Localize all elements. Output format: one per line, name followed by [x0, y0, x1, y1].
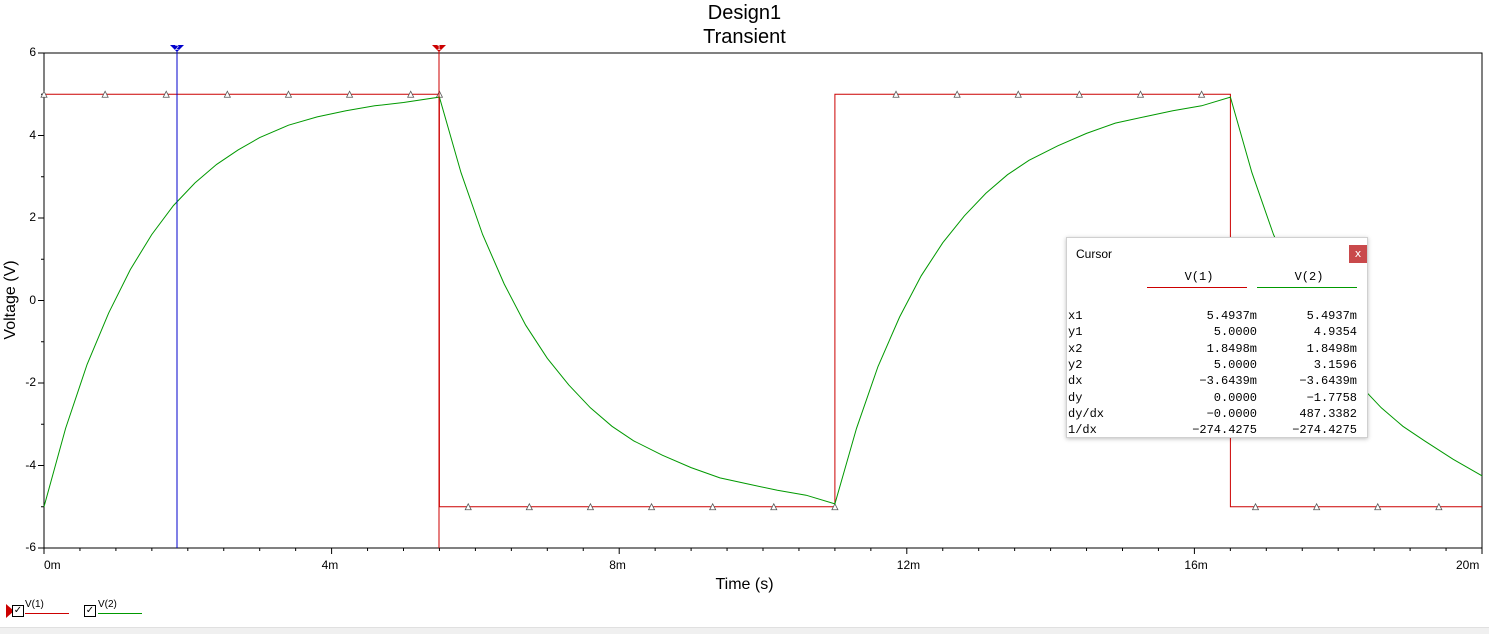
cursor-row: dy 0.0000 −1.7758 — [1067, 391, 1367, 407]
data-point-marker — [101, 90, 109, 98]
y-tick-label: 0 — [29, 292, 36, 307]
data-point-marker — [586, 502, 595, 511]
data-point-marker — [40, 90, 48, 98]
data-point-marker — [831, 502, 839, 511]
close-button[interactable]: x — [1349, 245, 1367, 263]
x-axis-label: Time (s) — [715, 576, 774, 593]
data-point-marker — [1374, 502, 1382, 511]
data-point-marker — [284, 90, 293, 98]
cursor-label: dy — [1068, 390, 1083, 405]
cursor-v2: −274.4275 — [1292, 423, 1357, 438]
x-tick-label: 0m — [44, 558, 61, 572]
x-tick-label: 4m — [321, 558, 339, 572]
cursor-label: dx — [1068, 374, 1083, 389]
legend-swatch-v2 — [98, 613, 142, 614]
data-point-marker — [892, 90, 900, 98]
series-line-v2 — [43, 96, 1483, 507]
data-point-marker — [407, 90, 415, 98]
data-point-marker — [1312, 502, 1321, 511]
data-point-marker — [223, 90, 231, 98]
cursor-row: 1/dx −274.4275 −274.4275 — [1067, 423, 1367, 439]
y-axis-label: Voltage (V) — [2, 260, 19, 340]
cursor-v2: −3.6439m — [1299, 374, 1357, 389]
y-tick-label: 2 — [29, 210, 36, 224]
selection-arrow-icon — [6, 604, 14, 618]
cursor-1-id: 1 — [437, 44, 441, 52]
y-tick-label: -2 — [25, 375, 36, 389]
cursor-v2: 3.1596 — [1313, 357, 1357, 372]
data-point-marker — [1075, 90, 1084, 98]
data-point-marker — [1014, 90, 1022, 98]
status-strip — [0, 627, 1489, 634]
cursor-row: dy/dx −0.0000 487.3382 — [1067, 407, 1367, 423]
column-header-v1: V(1) — [1184, 270, 1214, 284]
data-point-marker — [464, 502, 472, 511]
legend-checkbox-v2[interactable]: ✓ — [84, 605, 96, 617]
chart-subtitle: Transient — [703, 26, 786, 48]
data-point-marker — [525, 502, 533, 511]
cursor-v1: −274.4275 — [1192, 423, 1257, 438]
legend-label-v1: V(1) — [25, 599, 44, 610]
y-tick-label: -4 — [25, 457, 36, 472]
x-tick-label: 12m — [896, 558, 921, 572]
y-tick-label: 4 — [29, 127, 36, 142]
data-point-marker — [647, 502, 656, 511]
cursor-v2: −1.7758 — [1306, 390, 1357, 405]
cursor-row: dx −3.6439m −3.6439m — [1067, 374, 1367, 390]
cursor-v2: 4.9354 — [1313, 325, 1357, 340]
data-point-marker — [1435, 502, 1443, 511]
data-point-marker — [1251, 502, 1260, 511]
cursor-row: x2 1.8498m 1.8498m — [1067, 342, 1367, 358]
data-point-marker — [709, 502, 717, 511]
cursor-label: 1/dx — [1068, 423, 1097, 438]
cursor-2-handle-icon — [170, 45, 185, 52]
legend-swatch-v1 — [25, 613, 69, 614]
cursor-v1: 0.0000 — [1213, 390, 1257, 405]
data-point-marker — [162, 90, 170, 98]
x-tick-label: 8m — [609, 558, 626, 572]
data-point-marker — [770, 502, 778, 511]
cursor-label: y1 — [1068, 325, 1083, 340]
cursor-v2: 1.8498m — [1306, 341, 1357, 356]
cursor-v1: −3.6439m — [1199, 374, 1257, 389]
data-point-marker — [1136, 90, 1145, 98]
column-underline-v2 — [1257, 287, 1357, 288]
cursor-v2: 487.3382 — [1299, 406, 1357, 421]
cursor-v1: −0.0000 — [1206, 406, 1257, 421]
cursor-v1: 5.4937m — [1206, 309, 1257, 323]
cursor-v1: 5.0000 — [1213, 357, 1257, 372]
cursor-1-handle-icon — [431, 45, 446, 52]
cursor-row: y2 5.0000 3.1596 — [1067, 358, 1367, 374]
y-tick-label: -6 — [25, 540, 36, 554]
chart-title: Design1 — [707, 2, 782, 24]
legend-checkbox-v1[interactable]: ✓ — [12, 605, 24, 617]
legend-label-v2: V(2) — [98, 599, 117, 610]
x-tick-label: 16m — [1184, 558, 1208, 572]
cursor-2-id: 2 — [175, 44, 179, 52]
column-header-v2: V(2) — [1294, 270, 1324, 284]
cursor-label: x2 — [1068, 341, 1083, 356]
cursor-panel[interactable]: Cursor x V(1) V(2) x1 5.4937m 5.4937m y1 5.0… — [1066, 237, 1368, 438]
cursor-v1: 5.0000 — [1213, 325, 1257, 340]
y-tick-label: 6 — [29, 45, 36, 59]
cursor-label: dy/dx — [1068, 406, 1105, 421]
cursor-v1: 1.8498m — [1206, 341, 1257, 356]
cursor-row: y1 5.0000 4.9354 — [1067, 325, 1367, 341]
cursor-v2: 5.4937m — [1306, 309, 1357, 323]
data-point-marker — [345, 90, 354, 98]
cursor-label: y2 — [1068, 357, 1083, 372]
cursor-panel-title: Cursor — [1076, 247, 1113, 261]
x-tick-label: 20m — [1456, 558, 1480, 572]
cursor-row: x1 5.4937m 5.4937m — [1067, 309, 1367, 325]
column-underline-v1 — [1147, 287, 1247, 288]
cursor-label: x1 — [1068, 309, 1083, 323]
data-point-marker — [953, 90, 961, 98]
data-point-marker — [1197, 90, 1206, 98]
